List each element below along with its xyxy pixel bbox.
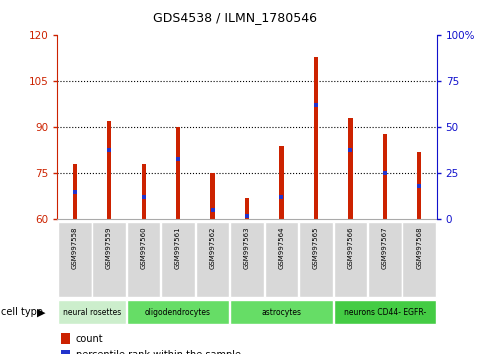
FancyBboxPatch shape: [196, 222, 230, 297]
FancyBboxPatch shape: [127, 222, 161, 297]
Text: GSM997568: GSM997568: [416, 227, 422, 269]
Text: GSM997564: GSM997564: [278, 227, 284, 269]
Bar: [279, 146, 283, 219]
Text: GDS4538 / ILMN_1780546: GDS4538 / ILMN_1780546: [153, 11, 316, 24]
Bar: [61, 333, 69, 344]
Bar: [245, 198, 249, 219]
FancyBboxPatch shape: [127, 301, 229, 324]
Text: GSM997562: GSM997562: [210, 227, 216, 269]
Text: GSM997565: GSM997565: [313, 227, 319, 269]
Text: GSM997560: GSM997560: [141, 227, 147, 269]
FancyBboxPatch shape: [333, 222, 367, 297]
Text: GSM997563: GSM997563: [244, 227, 250, 269]
FancyBboxPatch shape: [299, 222, 333, 297]
Bar: [314, 57, 318, 219]
Text: GSM997566: GSM997566: [347, 227, 353, 269]
FancyBboxPatch shape: [92, 222, 126, 297]
FancyBboxPatch shape: [58, 222, 91, 297]
Text: count: count: [75, 333, 103, 344]
FancyBboxPatch shape: [230, 222, 264, 297]
Text: oligodendrocytes: oligodendrocytes: [145, 308, 211, 317]
Bar: [211, 173, 215, 219]
FancyBboxPatch shape: [334, 301, 436, 324]
Bar: [61, 350, 69, 354]
FancyBboxPatch shape: [58, 301, 126, 324]
Bar: [417, 152, 422, 219]
Text: ▶: ▶: [36, 307, 45, 318]
Bar: [348, 118, 352, 219]
Text: neural rosettes: neural rosettes: [63, 308, 121, 317]
FancyBboxPatch shape: [368, 222, 402, 297]
Text: astrocytes: astrocytes: [261, 308, 301, 317]
Bar: [142, 164, 146, 219]
Bar: [383, 133, 387, 219]
FancyBboxPatch shape: [161, 222, 195, 297]
FancyBboxPatch shape: [231, 301, 332, 324]
Text: GSM997558: GSM997558: [72, 227, 78, 269]
Bar: [72, 164, 77, 219]
Text: cell type: cell type: [1, 307, 43, 318]
Text: neurons CD44- EGFR-: neurons CD44- EGFR-: [344, 308, 426, 317]
Text: GSM997559: GSM997559: [106, 227, 112, 269]
Text: GSM997567: GSM997567: [382, 227, 388, 269]
Bar: [107, 121, 111, 219]
FancyBboxPatch shape: [403, 222, 436, 297]
Text: GSM997561: GSM997561: [175, 227, 181, 269]
Text: percentile rank within the sample: percentile rank within the sample: [75, 350, 241, 354]
Bar: [176, 127, 180, 219]
FancyBboxPatch shape: [264, 222, 298, 297]
